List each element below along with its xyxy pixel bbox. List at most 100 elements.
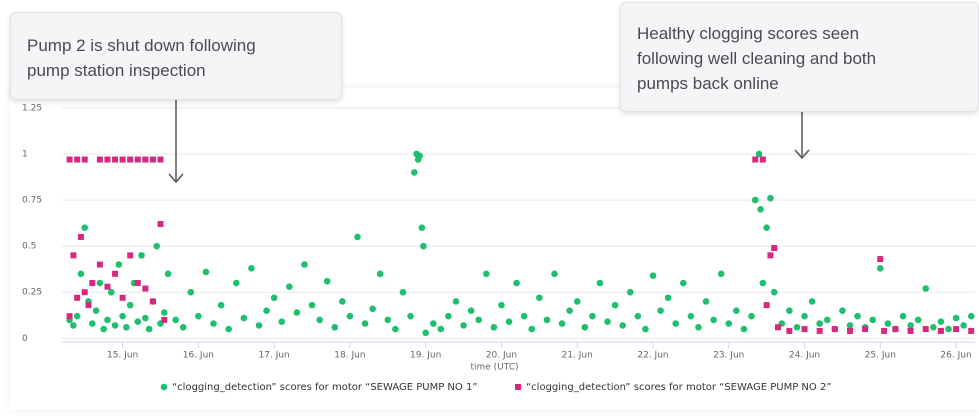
- point: [153, 242, 161, 250]
- point: [767, 194, 774, 202]
- point: [657, 307, 664, 314]
- point: [323, 277, 331, 285]
- point: [157, 221, 164, 228]
- point: [74, 156, 81, 163]
- point: [752, 156, 759, 163]
- point: [331, 323, 339, 331]
- point: [104, 316, 111, 324]
- point: [308, 301, 316, 309]
- point: [316, 316, 323, 324]
- point: [161, 316, 168, 323]
- point: [77, 233, 84, 240]
- point: [123, 323, 130, 331]
- x-tick-label: 24. Jun: [789, 351, 820, 361]
- x-tick-label: 20. Jun: [486, 351, 517, 361]
- point: [907, 327, 914, 334]
- point: [96, 261, 103, 268]
- point: [346, 312, 354, 320]
- point: [892, 326, 899, 333]
- point: [899, 312, 907, 320]
- point: [66, 156, 73, 163]
- x-tick-label: 18. Jun: [334, 351, 365, 361]
- arrow-head: [794, 149, 810, 160]
- point: [263, 307, 270, 314]
- point: [112, 156, 119, 163]
- point: [142, 314, 149, 322]
- point: [452, 298, 460, 305]
- point: [611, 301, 619, 309]
- point: [854, 312, 861, 320]
- point: [81, 224, 89, 232]
- point: [89, 320, 96, 327]
- point: [520, 312, 528, 320]
- point: [528, 325, 536, 333]
- point: [876, 264, 884, 272]
- x-tick-label: 16. Jun: [183, 351, 214, 361]
- point: [160, 309, 168, 316]
- point: [112, 270, 119, 277]
- point: [134, 318, 142, 326]
- point: [695, 323, 702, 331]
- point: [757, 205, 764, 213]
- point: [490, 323, 498, 331]
- point: [914, 316, 922, 324]
- point: [73, 312, 81, 320]
- point: [922, 326, 929, 333]
- point: [96, 156, 103, 163]
- point: [937, 327, 944, 334]
- point: [558, 320, 566, 327]
- point: [127, 252, 134, 259]
- point: [596, 279, 604, 287]
- point: [801, 326, 808, 333]
- point: [134, 156, 141, 163]
- point: [755, 150, 763, 158]
- point: [100, 325, 107, 333]
- point: [202, 268, 210, 276]
- point: [467, 307, 475, 314]
- point: [672, 320, 680, 327]
- y-tick-label: 1.25: [22, 103, 42, 113]
- point: [967, 312, 975, 320]
- point: [149, 156, 156, 163]
- point: [195, 312, 202, 320]
- x-tick-label: 17. Jun: [259, 351, 290, 361]
- point: [126, 301, 134, 309]
- point: [248, 264, 255, 272]
- point: [369, 305, 376, 313]
- point: [816, 320, 823, 327]
- point: [759, 279, 767, 287]
- point: [70, 322, 77, 329]
- point: [763, 224, 770, 232]
- point: [740, 325, 748, 333]
- annotation-line: pumps back online: [637, 74, 779, 93]
- point: [930, 323, 937, 331]
- point: [145, 325, 153, 333]
- point: [664, 294, 672, 302]
- chart-card: [10, 88, 979, 410]
- point: [411, 169, 418, 176]
- point: [138, 252, 145, 259]
- point: [127, 156, 134, 163]
- point: [566, 307, 573, 314]
- point: [846, 322, 854, 329]
- point: [149, 298, 156, 305]
- point: [429, 320, 437, 327]
- point: [278, 318, 286, 326]
- point: [877, 256, 884, 263]
- point: [392, 325, 399, 333]
- point: [960, 322, 967, 329]
- point: [937, 318, 945, 326]
- point: [536, 294, 543, 302]
- point: [81, 289, 88, 296]
- point: [687, 312, 695, 320]
- point: [733, 307, 740, 314]
- point: [437, 325, 445, 333]
- x-tick-label: 23. Jun: [713, 351, 744, 361]
- point: [649, 272, 657, 279]
- y-tick-label: 0: [22, 334, 28, 344]
- point: [482, 270, 490, 278]
- point: [626, 288, 634, 296]
- point: [543, 316, 551, 324]
- point: [922, 285, 930, 292]
